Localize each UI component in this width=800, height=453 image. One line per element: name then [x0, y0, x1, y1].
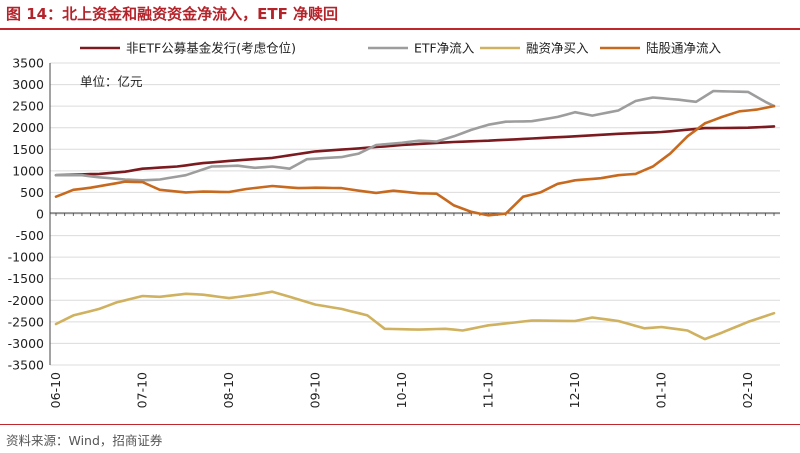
legend-label-4: 陆股通净流入 [646, 41, 722, 56]
footer-divider [0, 424, 800, 425]
y-tick-label: 2000 [12, 120, 44, 135]
legend: 非ETF公募基金发行(考虑仓位) ETF净流入 融资净买入 陆股通净流入 [80, 41, 722, 56]
y-tick-label: 3500 [12, 56, 44, 71]
x-tick-label: 06-10 [48, 372, 63, 408]
series-line-1 [54, 125, 776, 177]
y-tick-label: -2500 [8, 314, 44, 329]
x-tick-label: 09-10 [308, 372, 323, 408]
axes: 3500 3000 2500 2000 1500 1000 500 0 -500 -1000 -15… [8, 56, 780, 408]
y-tick-label: -2000 [8, 293, 44, 308]
y-tick-label: 1000 [12, 163, 44, 178]
y-tick-label: -500 [16, 228, 44, 243]
x-tick-label: 11-10 [481, 372, 496, 408]
chart-title: 图 14：北上资金和融资资金净流入，ETF 净赎回 [6, 5, 339, 23]
series-lines [54, 89, 776, 341]
y-tick-label: -3500 [8, 358, 44, 373]
series-line-2 [54, 89, 776, 182]
y-tick-label: 1500 [12, 142, 44, 157]
legend-label-3: 融资净买入 [526, 41, 589, 56]
y-tick-label: 3000 [12, 77, 44, 92]
title-divider [0, 28, 800, 30]
legend-label-2: ETF净流入 [414, 41, 475, 56]
y-tick-label: -1500 [8, 271, 44, 286]
source-note: 资料来源：Wind，招商证券 [6, 433, 163, 448]
series-line-3 [54, 290, 776, 341]
y-tick-label: 500 [20, 185, 44, 200]
gridlines [50, 62, 780, 366]
x-tick-label: 02-10 [740, 372, 755, 408]
x-tick-label: 07-10 [135, 372, 150, 408]
series-line-4 [54, 104, 776, 217]
y-tick-label: 0 [36, 207, 44, 222]
y-tick-label: 2500 [12, 99, 44, 114]
x-tick-label: 10-10 [394, 372, 409, 408]
legend-label-1: 非ETF公募基金发行(考虑仓位) [126, 41, 296, 56]
x-tick-label: 08-10 [221, 372, 236, 408]
x-tick-label: 12-10 [567, 372, 582, 408]
x-tick-label: 01-10 [654, 372, 669, 408]
y-tick-label: -1000 [8, 250, 44, 265]
unit-label: 单位：亿元 [80, 74, 143, 89]
y-tick-label: -3000 [8, 336, 44, 351]
